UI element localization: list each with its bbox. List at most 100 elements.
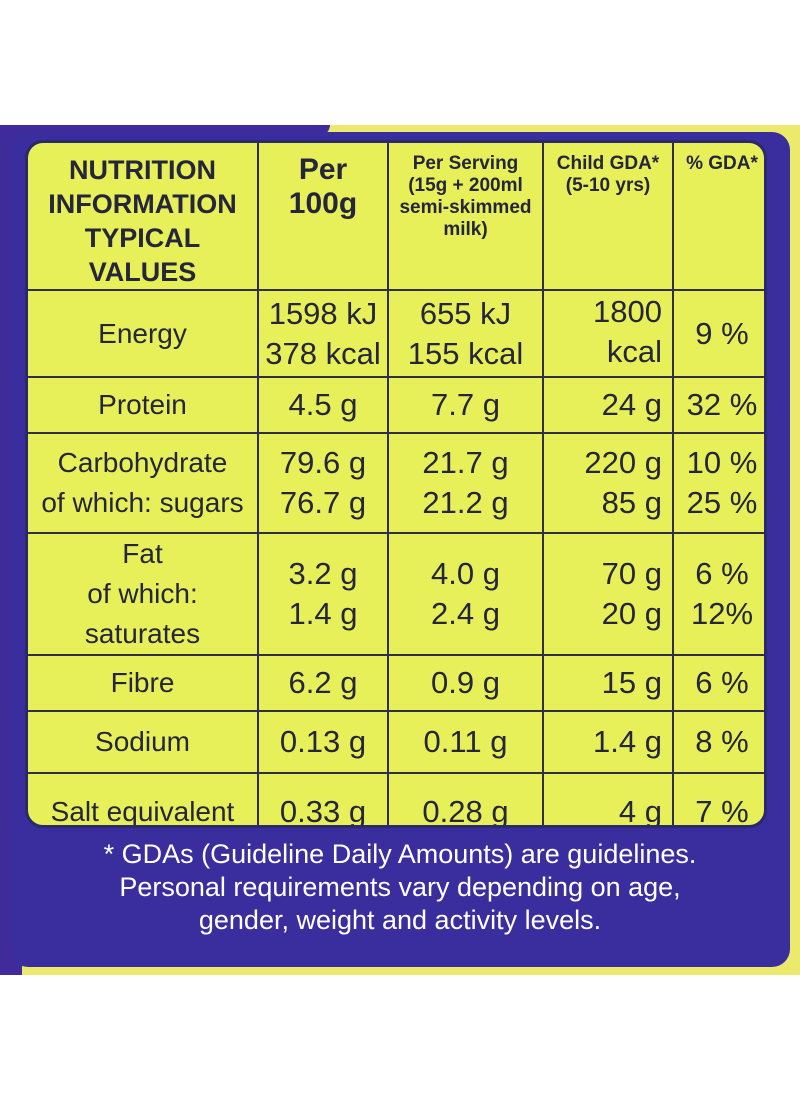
value-line: 21.7 g — [422, 445, 509, 480]
header-line: 100g — [288, 187, 358, 220]
label-line: of which: saturates — [84, 578, 201, 649]
value-line: 85 g — [601, 485, 662, 520]
header-line: % GDA* — [686, 153, 758, 174]
table-row: Fat of which: saturates 3.2 g 1.4 g 4.0 … — [28, 532, 764, 656]
header-line: (15g + 200ml — [408, 175, 523, 196]
per-serving-cell: 0.9 g — [387, 654, 544, 712]
value-line: 15 g — [601, 665, 662, 700]
value-line: 20 g — [601, 596, 662, 631]
percent-gda-cell: 10 % 25 % — [672, 432, 764, 534]
value-line: 24 g — [601, 387, 662, 422]
label-line: Fibre — [110, 667, 175, 698]
per-serving-cell: 0.28 g — [387, 772, 544, 828]
value-line: 1.4 g — [288, 596, 358, 631]
value-line: 3.2 g — [288, 556, 358, 591]
header-line: (5-10 yrs) — [565, 175, 651, 196]
per-100g-cell: 6.2 g — [257, 654, 389, 712]
per-serving-cell: 655 kJ 155 kcal — [387, 289, 544, 378]
child-gda-cell: 1800 kcal — [542, 289, 674, 378]
per-serving-cell: 7.7 g — [387, 376, 544, 434]
value-line: 2.4 g — [431, 596, 500, 631]
value-line: 4 g — [618, 793, 662, 828]
value-line: 1.4 g — [593, 724, 662, 759]
label-line: Fat — [122, 538, 163, 569]
percent-gda-cell: 6 % 12% — [672, 532, 764, 656]
value-line: 8 % — [695, 724, 749, 759]
row-label: Sodium — [28, 710, 259, 774]
percent-gda-header: % GDA* — [672, 143, 764, 291]
value-line: 12% — [690, 596, 754, 631]
value-line: 79.6 g — [279, 445, 367, 480]
child-gda-cell: 24 g — [542, 376, 674, 434]
per-serving-cell: 21.7 g 21.2 g — [387, 432, 544, 534]
value-line: 1800 kcal — [593, 294, 662, 369]
table-row: Salt equivalent 0.33 g 0.28 g 4 g 7 % — [28, 772, 764, 828]
label-line: Carbohydrate — [57, 447, 228, 478]
child-gda-cell: 220 g 85 g — [542, 432, 674, 534]
value-line: 70 g — [601, 556, 662, 591]
value-line: 0.28 g — [422, 793, 509, 828]
value-line: 655 kJ — [419, 295, 512, 331]
child-gda-header: Child GDA* (5-10 yrs) — [542, 143, 674, 291]
header-line: INFORMATION — [48, 189, 237, 219]
header-line: semi-skimmed — [399, 197, 532, 218]
value-line: 32 % — [686, 387, 758, 422]
per-100g-cell: 3.2 g 1.4 g — [257, 532, 389, 656]
value-line: 9 % — [695, 315, 749, 351]
value-line: 6.2 g — [288, 665, 358, 700]
row-label: Protein — [28, 376, 259, 434]
percent-gda-cell: 8 % — [672, 710, 764, 774]
label-line: Protein — [98, 389, 187, 420]
footnote-line: gender, weight and activity levels. — [198, 905, 602, 935]
value-line: 0.33 g — [279, 793, 367, 828]
row-label: Carbohydrate of which: sugars — [28, 432, 259, 534]
value-line: 4.5 g — [288, 387, 358, 422]
footnote-line: Personal requirements vary depending on … — [119, 872, 681, 902]
percent-gda-cell: 6 % — [672, 654, 764, 712]
value-line: 155 kcal — [407, 335, 524, 371]
per-100g-cell: 4.5 g — [257, 376, 389, 434]
value-line: 4.0 g — [431, 556, 500, 591]
table-row: Protein 4.5 g 7.7 g 24 g 32 % — [28, 376, 764, 434]
value-line: 6 % — [695, 665, 749, 700]
row-label: Fat of which: saturates — [28, 532, 259, 656]
table-row: Sodium 0.13 g 0.11 g 1.4 g 8 % — [28, 710, 764, 774]
nutrition-info-header: NUTRITION INFORMATION TYPICAL VALUES — [28, 143, 259, 291]
percent-gda-cell: 7 % — [672, 772, 764, 828]
header-line: Per — [298, 153, 348, 186]
row-label: Salt equivalent — [28, 772, 259, 825]
per-100g-cell: 0.33 g — [257, 772, 389, 828]
header-row: NUTRITION INFORMATION TYPICAL VALUES Per… — [28, 143, 764, 291]
header-line: NUTRITION — [69, 155, 216, 185]
value-line: 6 % — [695, 556, 749, 591]
header-line: TYPICAL VALUES — [84, 223, 201, 287]
value-line: 7 % — [695, 793, 749, 828]
gda-footnote: * GDAs (Guideline Daily Amounts) are gui… — [30, 838, 770, 937]
footnote-line: * GDAs (Guideline Daily Amounts) are gui… — [103, 839, 697, 869]
value-line: 0.9 g — [431, 665, 500, 700]
row-label: Fibre — [28, 654, 259, 712]
label-line: Energy — [98, 317, 187, 349]
per-serving-header: Per Serving (15g + 200ml semi-skimmed mi… — [387, 143, 544, 291]
label-line: Sodium — [95, 726, 190, 757]
nutrition-table: NUTRITION INFORMATION TYPICAL VALUES Per… — [28, 143, 764, 828]
per-serving-cell: 4.0 g 2.4 g — [387, 532, 544, 656]
nutrition-table-box: NUTRITION INFORMATION TYPICAL VALUES Per… — [25, 140, 767, 828]
table-row: Carbohydrate of which: sugars 79.6 g 76.… — [28, 432, 764, 534]
child-gda-cell: 15 g — [542, 654, 674, 712]
percent-gda-cell: 32 % — [672, 376, 764, 434]
value-line: 378 kcal — [265, 335, 381, 371]
value-line: 25 % — [686, 485, 758, 520]
child-gda-cell: 1.4 g — [542, 710, 674, 774]
per-100g-cell: 1598 kJ 378 kcal — [257, 289, 389, 378]
per-100g-cell: 79.6 g 76.7 g — [257, 432, 389, 534]
value-line: 76.7 g — [279, 485, 367, 520]
value-line: 0.11 g — [423, 724, 508, 759]
per-serving-cell: 0.11 g — [387, 710, 544, 774]
percent-gda-cell: 9 % — [672, 289, 764, 378]
child-gda-cell: 70 g 20 g — [542, 532, 674, 656]
value-line: 220 g — [584, 445, 662, 480]
table-row: Fibre 6.2 g 0.9 g 15 g 6 % — [28, 654, 764, 712]
value-line: 7.7 g — [431, 387, 500, 422]
table-row: Energy 1598 kJ 378 kcal 655 kJ 155 kcal … — [28, 289, 764, 378]
